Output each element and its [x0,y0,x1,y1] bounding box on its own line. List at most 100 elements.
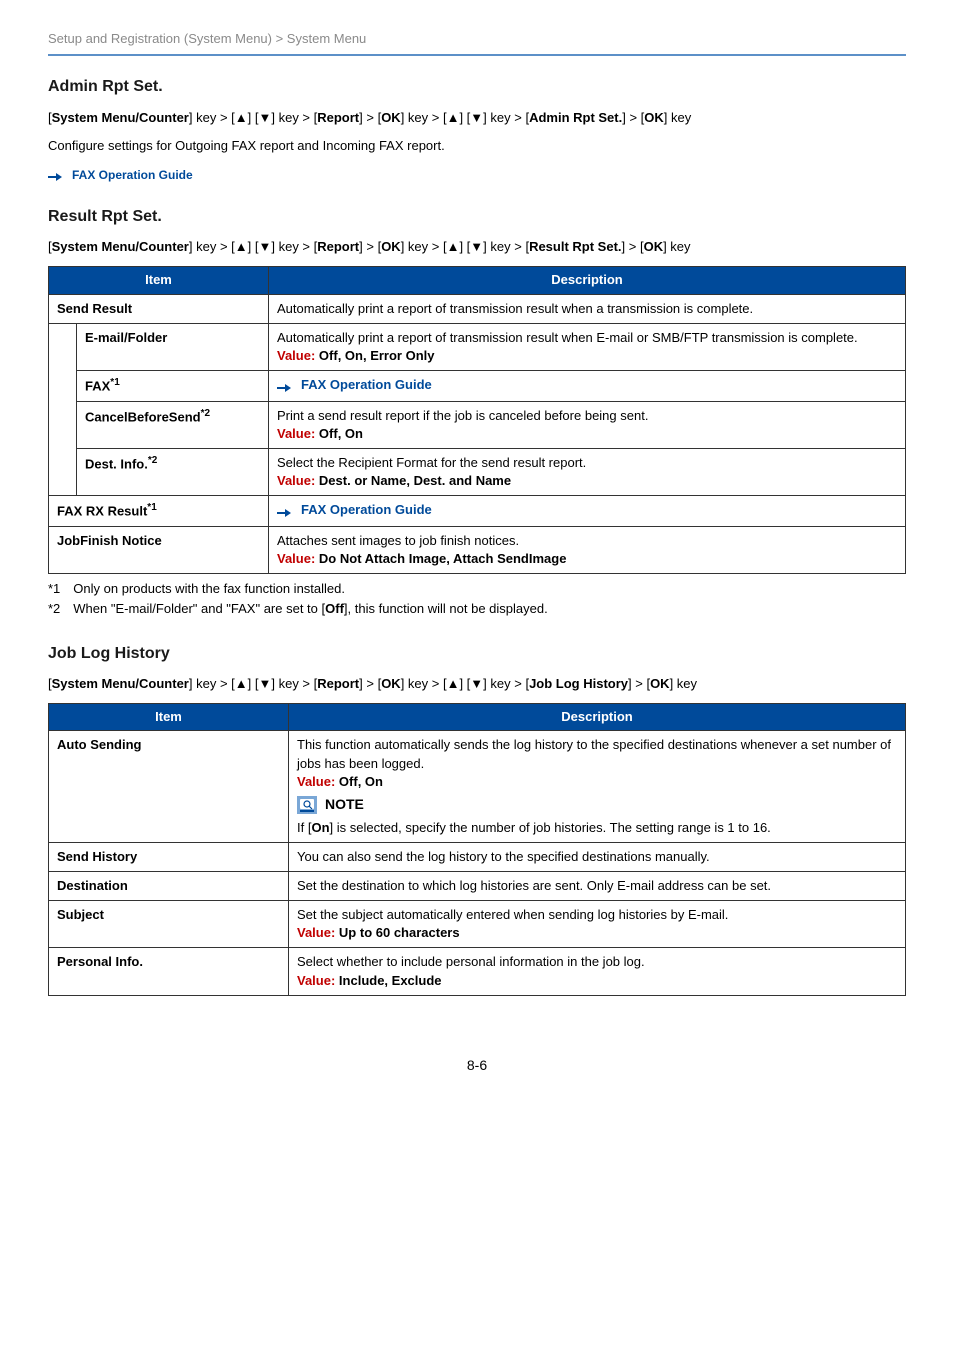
note-label: NOTE [325,795,364,815]
row-fax: FAX*1 FAX Operation Guide [49,371,906,402]
desc-text: Print a send result report if the job is… [277,408,648,423]
label-base: FAX [85,378,110,393]
cell-desc: Automatically print a report of transmis… [269,323,906,370]
row-email-folder: E-mail/Folder Automatically print a repo… [49,323,906,370]
note-pre: If [ [297,820,311,835]
xref-text: FAX Operation Guide [72,167,193,184]
row-destination: Destination Set the destination to which… [49,871,906,900]
result-rpt-table: Item Description Send Result Automatical… [48,266,906,574]
note-icon [297,796,317,814]
cell-label: FAX RX Result*1 [49,496,269,527]
value-label: Value: [297,774,339,789]
header-item: Item [49,267,269,294]
row-subject: Subject Set the subject automatically en… [49,901,906,948]
table-header-row: Item Description [49,267,906,294]
note-bold: On [311,820,329,835]
row-auto-sending: Auto Sending This function automatically… [49,731,906,842]
row-dest-info: Dest. Info.*2 Select the Recipient Forma… [49,448,906,495]
header-desc: Description [289,704,906,731]
xref-text: FAX Operation Guide [301,501,432,519]
cell-label: JobFinish Notice [49,526,269,573]
value-text: Off, On, Error Only [319,348,435,363]
cell-desc: Select whether to include personal infor… [289,948,906,995]
value-text: Off, On [339,774,383,789]
xref-text: FAX Operation Guide [301,376,432,394]
note-post: ] is selected, specify the number of job… [330,820,771,835]
result-footnotes: *1 Only on products with the fax functio… [48,580,906,618]
cell-desc: FAX Operation Guide [269,496,906,527]
admin-rpt-desc: Configure settings for Outgoing FAX repo… [48,137,906,155]
row-personal: Personal Info. Select whether to include… [49,948,906,995]
cell-desc: Set the destination to which log histori… [289,871,906,900]
cell-label: Auto Sending [49,731,289,842]
result-rpt-title: Result Rpt Set. [48,206,906,228]
cell-desc: FAX Operation Guide [269,371,906,402]
row-jobfinish: JobFinish Notice Attaches sent images to… [49,526,906,573]
value-text: Up to 60 characters [339,925,460,940]
arrow-icon [277,380,291,390]
label-sup: *2 [148,455,157,466]
cell-desc: Automatically print a report of transmis… [269,294,906,323]
desc-text: Automatically print a report of transmis… [277,330,858,345]
cell-label: Personal Info. [49,948,289,995]
value-text: Do Not Attach Image, Attach SendImage [319,551,567,566]
desc-text: Set the subject automatically entered wh… [297,907,728,922]
value-text: Off, On [319,426,363,441]
header-desc: Description [269,267,906,294]
footnote-2: *2 When "E-mail/Folder" and "FAX" are se… [48,600,906,618]
row-send-history: Send History You can also send the log h… [49,842,906,871]
arrow-icon [48,170,62,180]
joblog-table: Item Description Auto Sending This funct… [48,703,906,996]
cell-label: Subject [49,901,289,948]
value-label: Value: [277,551,319,566]
joblog-path: [System Menu/Counter] key > [▲] [▼] key … [48,675,906,693]
cell-desc: You can also send the log history to the… [289,842,906,871]
footnote-1: *1 Only on products with the fax functio… [48,580,906,598]
cell-desc: Attaches sent images to job finish notic… [269,526,906,573]
value-label: Value: [277,348,319,363]
label-base: Dest. Info. [85,456,148,471]
label-base: CancelBeforeSend [85,409,201,424]
cell-desc: Set the subject automatically entered wh… [289,901,906,948]
desc-text: This function automatically sends the lo… [297,737,891,770]
cell-desc: Print a send result report if the job is… [269,401,906,448]
fn2-post: ], this function will not be displayed. [344,601,548,616]
value-label: Value: [277,426,319,441]
admin-rpt-path: [System Menu/Counter] key > [▲] [▼] key … [48,109,906,127]
cell-label: Dest. Info.*2 [77,448,269,495]
desc-text: Select whether to include personal infor… [297,954,645,969]
row-cancel-before: CancelBeforeSend*2 Print a send result r… [49,401,906,448]
fn2-bold: Off [325,601,344,616]
page-number: 8-6 [48,1056,906,1076]
label-sup: *2 [201,408,210,419]
admin-rpt-xref: FAX Operation Guide [48,167,906,184]
cell-label: FAX*1 [77,371,269,402]
result-rpt-path: [System Menu/Counter] key > [▲] [▼] key … [48,238,906,256]
row-fax-rx: FAX RX Result*1 FAX Operation Guide [49,496,906,527]
cell-desc: Select the Recipient Format for the send… [269,448,906,495]
cell-desc: This function automatically sends the lo… [289,731,906,842]
desc-text: Attaches sent images to job finish notic… [277,533,519,548]
cell-label: E-mail/Folder [77,323,269,370]
cell-label: Destination [49,871,289,900]
cell-label: Send Result [49,294,269,323]
fn2-pre: *2 When "E-mail/Folder" and "FAX" are se… [48,601,325,616]
admin-rpt-title: Admin Rpt Set. [48,76,906,98]
cell-indent [49,323,77,496]
desc-text: Select the Recipient Format for the send… [277,455,586,470]
cell-label: CancelBeforeSend*2 [77,401,269,448]
value-label: Value: [277,473,319,488]
breadcrumb: Setup and Registration (System Menu) > S… [48,30,906,56]
table-header-row: Item Description [49,704,906,731]
label-base: FAX RX Result [57,504,147,519]
label-sup: *1 [147,502,156,513]
cell-label: Send History [49,842,289,871]
value-label: Value: [297,973,339,988]
value-text: Dest. or Name, Dest. and Name [319,473,511,488]
note-row: NOTE [297,795,897,815]
header-item: Item [49,704,289,731]
arrow-icon [277,505,291,515]
row-send-result: Send Result Automatically print a report… [49,294,906,323]
value-label: Value: [297,925,339,940]
label-sup: *1 [110,377,119,388]
